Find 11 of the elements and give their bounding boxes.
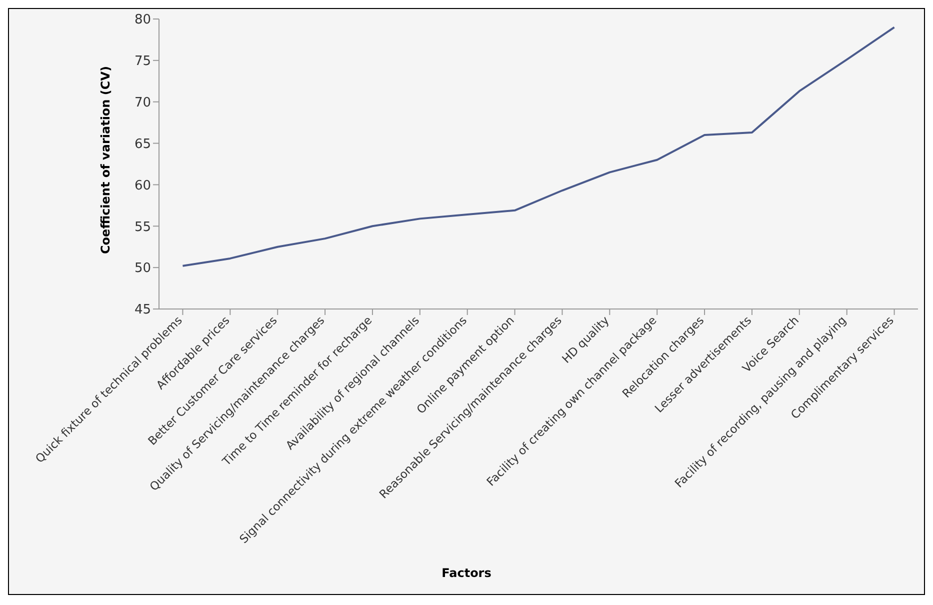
y-tick-label: 60 [134,178,151,194]
y-tick-label: 80 [134,12,151,28]
x-axis-title: Factors [440,566,492,580]
y-tick-label: 55 [134,220,151,235]
y-tick-label: 50 [134,261,151,276]
y-tick-label: 65 [134,136,151,152]
y-tick-label: 70 [134,95,151,110]
y-tick-label: 75 [134,54,151,70]
line-series [182,26,896,267]
y-axis-title: Coefficient of variation (CV) [98,66,112,254]
y-tick-label: 45 [134,302,151,318]
